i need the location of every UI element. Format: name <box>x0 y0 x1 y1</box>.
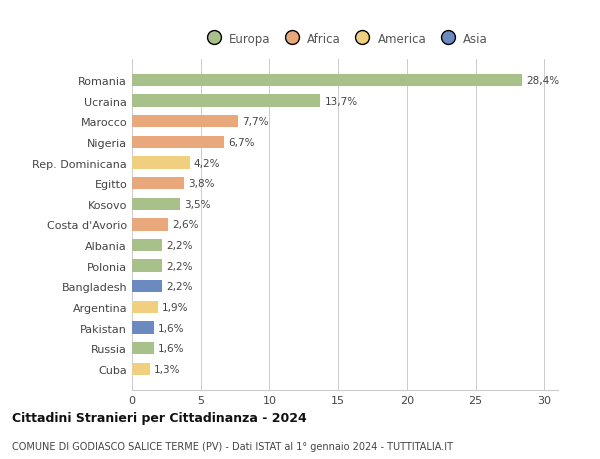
Bar <box>132 280 162 293</box>
Text: 13,7%: 13,7% <box>325 96 358 106</box>
Text: 3,8%: 3,8% <box>188 179 215 189</box>
Text: 7,7%: 7,7% <box>242 117 268 127</box>
Bar <box>132 322 154 334</box>
Bar <box>132 342 154 354</box>
Bar <box>132 219 168 231</box>
Legend: Europa, Africa, America, Asia: Europa, Africa, America, Asia <box>202 33 488 45</box>
Text: 2,2%: 2,2% <box>166 282 193 291</box>
Bar <box>132 363 150 375</box>
Bar <box>132 75 522 87</box>
Text: 28,4%: 28,4% <box>526 76 560 86</box>
Text: 1,3%: 1,3% <box>154 364 181 374</box>
Text: 2,6%: 2,6% <box>172 220 199 230</box>
Text: 6,7%: 6,7% <box>228 138 254 148</box>
Bar <box>132 301 158 313</box>
Text: Cittadini Stranieri per Cittadinanza - 2024: Cittadini Stranieri per Cittadinanza - 2… <box>12 412 307 425</box>
Bar <box>132 198 180 211</box>
Text: 3,5%: 3,5% <box>184 199 211 209</box>
Bar <box>132 116 238 128</box>
Text: 2,2%: 2,2% <box>166 261 193 271</box>
Bar <box>132 178 184 190</box>
Text: 1,6%: 1,6% <box>158 343 185 353</box>
Bar <box>132 136 224 149</box>
Text: 2,2%: 2,2% <box>166 241 193 251</box>
Text: 4,2%: 4,2% <box>194 158 220 168</box>
Text: 1,9%: 1,9% <box>162 302 189 312</box>
Text: COMUNE DI GODIASCO SALICE TERME (PV) - Dati ISTAT al 1° gennaio 2024 - TUTTITALI: COMUNE DI GODIASCO SALICE TERME (PV) - D… <box>12 441 453 451</box>
Bar <box>132 260 162 272</box>
Bar <box>132 95 320 107</box>
Bar <box>132 239 162 252</box>
Text: 1,6%: 1,6% <box>158 323 185 333</box>
Bar <box>132 157 190 169</box>
